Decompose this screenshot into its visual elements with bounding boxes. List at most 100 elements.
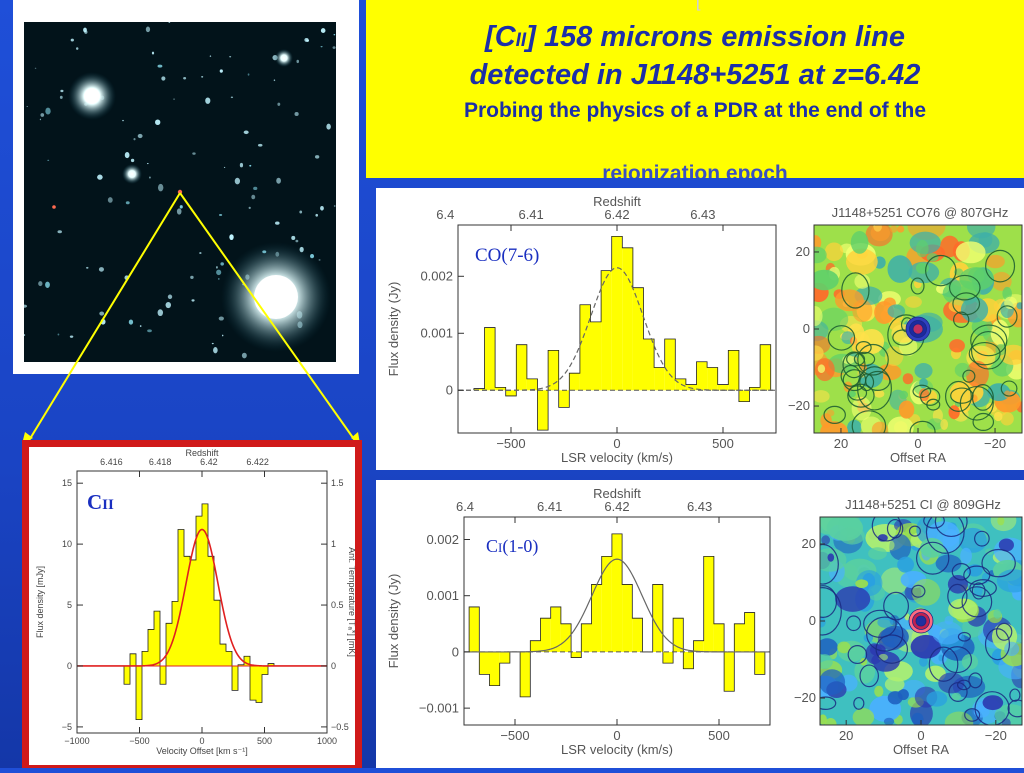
cii-bar bbox=[160, 665, 166, 685]
star bbox=[137, 133, 143, 139]
ci-map-blob bbox=[944, 711, 974, 725]
co76-map-blob bbox=[845, 248, 878, 275]
ci-map-blob bbox=[997, 517, 1005, 526]
star bbox=[70, 38, 74, 42]
ci-map-contour bbox=[1009, 688, 1021, 702]
star bbox=[249, 164, 252, 167]
cii-label-sub: II bbox=[102, 497, 114, 513]
co76-map-contour bbox=[926, 398, 941, 411]
star bbox=[211, 342, 214, 345]
co76-map-blob bbox=[985, 254, 1005, 269]
star-glow bbox=[122, 164, 142, 184]
co76-map-blob bbox=[949, 339, 965, 353]
co76-map-blob bbox=[847, 419, 862, 433]
co76-top-tick-label: 6.43 bbox=[690, 207, 715, 222]
ci-map-x-axis-label: Offset RA bbox=[893, 742, 949, 757]
cii-bar bbox=[178, 529, 184, 666]
ci10-bar bbox=[530, 640, 541, 652]
ci-map-blob bbox=[835, 586, 871, 612]
ci10-bar bbox=[499, 651, 510, 664]
ci-map-blob bbox=[996, 569, 1022, 593]
star bbox=[161, 76, 166, 81]
title-line-2: detected in J1148+5251 at z=6.42 bbox=[469, 59, 921, 91]
ci10-bar bbox=[571, 651, 582, 658]
co76-map-blob bbox=[995, 344, 1007, 356]
star bbox=[315, 213, 319, 217]
ci-map-blob bbox=[839, 526, 865, 545]
star bbox=[241, 352, 247, 359]
co76-top-tick-label: 6.42 bbox=[604, 207, 629, 222]
co76-map-contour bbox=[910, 277, 925, 295]
ci10-bar bbox=[560, 623, 572, 652]
ci-map-contour bbox=[911, 584, 926, 598]
ci-map-contour bbox=[951, 563, 971, 581]
ci-map-blob bbox=[877, 617, 894, 628]
ci-label-part: (1-0) bbox=[502, 536, 538, 557]
ci-map-blob bbox=[886, 540, 895, 551]
co76-map-contour bbox=[857, 366, 892, 411]
cii-bar bbox=[220, 644, 226, 666]
bright-star bbox=[84, 88, 100, 104]
star bbox=[257, 143, 263, 147]
ci-panel: −500 0 500 6.4 6.41 6.42 6.43 Redshift −0.001 0 0.… bbox=[376, 480, 1024, 768]
ci-map-blob bbox=[868, 547, 887, 560]
ci-map-contour bbox=[928, 646, 959, 682]
ci10-x-tick-label: −500 bbox=[500, 728, 529, 743]
co76-bar bbox=[685, 384, 697, 391]
co76-map-y-tick-label: −20 bbox=[788, 398, 810, 413]
star bbox=[165, 301, 172, 309]
co76-map-contour bbox=[952, 292, 981, 316]
co76-map-blob bbox=[986, 402, 998, 413]
cii-top-tick-label: 6.42 bbox=[200, 457, 218, 467]
ci-map-contour bbox=[934, 517, 968, 538]
cii-y-tick-label: 5 bbox=[67, 600, 72, 610]
co76-map-blob bbox=[814, 306, 823, 326]
co76-bar bbox=[537, 390, 549, 431]
ci-map-blob bbox=[820, 714, 827, 725]
star bbox=[253, 186, 258, 191]
ci-map-y-tick-label: −20 bbox=[794, 690, 816, 705]
star bbox=[45, 107, 51, 115]
star bbox=[234, 177, 241, 185]
co76-map-blob bbox=[850, 230, 869, 254]
ci-map-contour bbox=[947, 583, 968, 609]
co76-map-blob bbox=[914, 363, 933, 379]
co76-bar bbox=[707, 367, 718, 391]
co76-bar bbox=[505, 390, 517, 396]
co76-chart: −500 0 500 6.4 6.41 6.42 6.43 Redshift 0 0.001 0.0… bbox=[386, 194, 1023, 465]
star bbox=[133, 138, 136, 141]
cii-bar bbox=[244, 656, 250, 666]
co76-map-y-tick-label: 20 bbox=[796, 244, 810, 259]
ci-map-contour bbox=[971, 582, 986, 600]
co76-map-blob bbox=[967, 267, 985, 284]
star bbox=[190, 275, 194, 279]
ci10-bar bbox=[520, 651, 531, 697]
cii-bar bbox=[202, 503, 208, 666]
star bbox=[333, 34, 336, 36]
ci-map-blob bbox=[820, 654, 833, 670]
star bbox=[304, 37, 309, 42]
cii-gaussian-fit bbox=[77, 528, 327, 667]
star-glow bbox=[275, 49, 293, 67]
co76-map-contour bbox=[944, 380, 972, 412]
co76-bar bbox=[601, 270, 612, 391]
ci-map-blob bbox=[938, 672, 965, 694]
cii-bar bbox=[232, 665, 238, 691]
ci-map-blob bbox=[889, 534, 912, 561]
co76-map-blob bbox=[814, 345, 824, 361]
co76-map-blob bbox=[993, 411, 1003, 422]
star bbox=[326, 123, 331, 130]
star bbox=[151, 51, 155, 55]
ci-map-contour bbox=[968, 672, 983, 689]
cii-bar bbox=[124, 665, 130, 685]
ci-map-contour bbox=[859, 664, 879, 688]
star bbox=[124, 152, 130, 159]
ci10-bar bbox=[724, 651, 735, 692]
ci10-y-axis-label: Flux density (Jy) bbox=[386, 574, 401, 669]
star bbox=[149, 176, 151, 179]
co76-map-x-tick-label: −20 bbox=[984, 436, 1006, 451]
star bbox=[218, 278, 220, 280]
co76-bar bbox=[569, 373, 580, 391]
ci-map-x-tick-label: 20 bbox=[839, 728, 853, 743]
co76-bar bbox=[473, 388, 485, 391]
